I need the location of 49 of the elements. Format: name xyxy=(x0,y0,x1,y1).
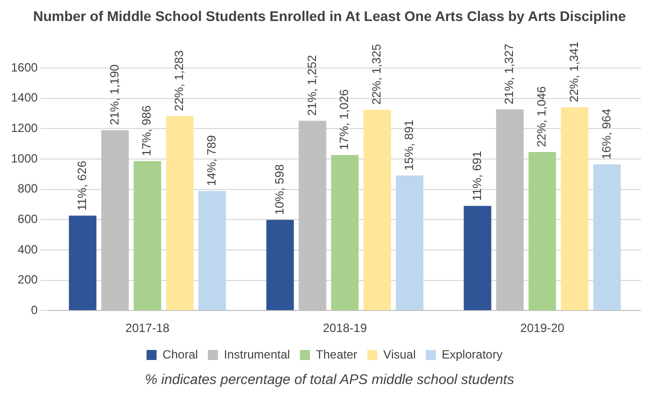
bar xyxy=(331,155,359,310)
bar xyxy=(528,152,556,310)
bar xyxy=(198,190,226,310)
data-label: 22%, 1,046 xyxy=(534,86,549,147)
y-tick-label: 200 xyxy=(18,272,38,287)
x-tick-label: 2019-20 xyxy=(520,321,565,336)
data-label: 22%, 1,325 xyxy=(370,44,384,105)
bar xyxy=(68,216,96,310)
data-label: 21%, 1,252 xyxy=(304,54,319,116)
legend-label: Theater xyxy=(316,347,358,362)
y-tick-label: 0 xyxy=(31,302,38,317)
legend-label: Instrumental xyxy=(224,347,290,362)
data-label: 22%, 1,283 xyxy=(172,50,186,112)
bar xyxy=(101,130,129,310)
y-tick-label: 800 xyxy=(18,182,38,196)
data-label: 16%, 964 xyxy=(599,108,614,160)
data-label: 17%, 986 xyxy=(140,105,154,156)
data-label: 10%, 598 xyxy=(272,164,286,215)
y-tick-label: 1600 xyxy=(10,60,38,74)
legend-label: Visual xyxy=(383,347,416,362)
text: % indicates percentage of total APS middle school students xyxy=(144,371,516,387)
y-tick-label: 1200 xyxy=(10,120,38,135)
bar xyxy=(134,161,162,310)
bar xyxy=(166,116,194,310)
x-tick-label: 2017-18 xyxy=(125,321,170,336)
bar xyxy=(496,109,524,310)
data-label: 17%, 1,026 xyxy=(337,88,352,150)
legend-label: Exploratory xyxy=(442,347,502,362)
bar xyxy=(363,110,391,310)
y-tick-label: 400 xyxy=(18,242,38,256)
data-label: 22%, 1,341 xyxy=(566,41,581,102)
y-tick-label: 1000 xyxy=(10,151,38,166)
bar xyxy=(560,107,588,310)
bar xyxy=(266,220,294,310)
bar xyxy=(396,176,424,310)
data-label: 21%, 1,327 xyxy=(502,43,516,104)
bar xyxy=(298,120,326,310)
data-label: 21%, 1,190 xyxy=(107,64,122,126)
y-tick-label: 1400 xyxy=(10,90,38,105)
legend-label: Choral xyxy=(162,347,198,362)
y-tick-label: 600 xyxy=(18,212,38,226)
data-label: 14%, 789 xyxy=(204,134,218,186)
x-tick-label: 2018-19 xyxy=(322,321,368,336)
data-label: 15%, 891 xyxy=(402,119,416,170)
bar xyxy=(464,206,492,310)
data-label: 11%, 626 xyxy=(74,160,89,211)
chart-title: Number of Middle School Students Enrolled in At Least One Arts Class by Arts Discipline xyxy=(32,8,627,24)
data-label: 11%, 691 xyxy=(470,150,484,201)
bar xyxy=(593,164,621,310)
